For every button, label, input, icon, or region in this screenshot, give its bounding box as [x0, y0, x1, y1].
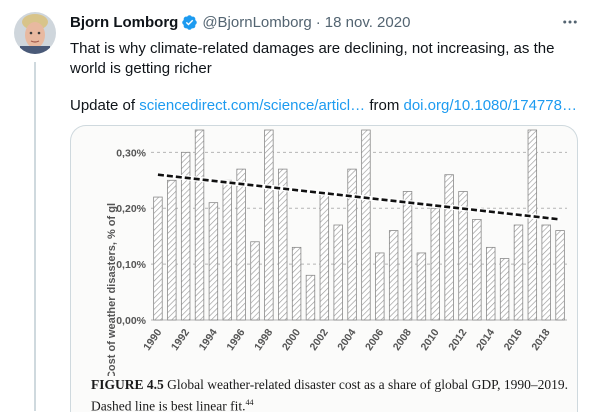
bar-1999	[278, 169, 287, 320]
caption-ref: 44	[245, 398, 253, 407]
x-tick-label: 1994	[197, 327, 220, 353]
tweet-header: Bjorn Lomborg @BjornLomborg · 18 nov. 20…	[70, 14, 558, 31]
tweet-date[interactable]: 18 nov. 2020	[325, 14, 411, 31]
caption-label: FIGURE 4.5	[91, 377, 164, 392]
bar-2000	[292, 247, 301, 320]
update-line: Update of sciencedirect.com/science/arti…	[70, 96, 577, 116]
author-handle[interactable]: @BjornLomborg	[202, 14, 311, 31]
x-tick-label: 2014	[474, 327, 497, 353]
thread-line	[34, 62, 36, 411]
link-separator: from	[369, 97, 399, 114]
y-tick-label: 0,10%	[116, 259, 146, 271]
x-tick-label: 2006	[363, 327, 386, 353]
more-options-icon[interactable]	[560, 12, 580, 32]
x-tick-label: 2018	[529, 327, 552, 353]
bar-2001	[306, 275, 315, 320]
bar-2002	[320, 191, 329, 320]
x-tick-label: 1996	[224, 327, 247, 353]
x-tick-label: 2010	[418, 327, 441, 353]
bar-2017	[528, 130, 537, 320]
bar-2004	[348, 169, 357, 320]
bar-chart: 0,00% 0,10% 0,20% 0,30% 1990 1992 1994 1996 199…	[71, 126, 577, 376]
bar-2013	[473, 219, 482, 320]
bar-1991	[168, 180, 177, 320]
y-axis-label: Cost of weather disasters, % of gl	[106, 203, 118, 376]
bar-1997	[251, 242, 260, 320]
bar-2014	[486, 247, 495, 320]
x-tick-label: 2000	[280, 327, 303, 353]
bar-2005	[362, 130, 371, 320]
x-tick-label: 1998	[252, 327, 275, 353]
x-tick-label: 1990	[141, 327, 164, 353]
bar-2018	[542, 225, 551, 320]
y-tick-label: 0,00%	[116, 315, 146, 327]
separator-dot: ·	[316, 14, 321, 31]
x-tick-label: 2012	[446, 327, 469, 353]
link-sciencedirect[interactable]: sciencedirect.com/science/articl…	[139, 97, 365, 114]
avatar-image	[14, 12, 56, 54]
bar-1993	[195, 130, 204, 320]
bar-1990	[154, 197, 163, 320]
bar-2015	[500, 259, 509, 320]
bar-1995	[223, 180, 232, 320]
bar-2010	[431, 208, 440, 320]
x-tick-label: 2016	[502, 327, 525, 353]
x-tick-label: 1992	[169, 327, 192, 353]
bar-2003	[334, 225, 343, 320]
figure-caption: FIGURE 4.5 Global weather-related disast…	[91, 376, 571, 412]
bar-2019	[556, 231, 565, 320]
y-tick-label: 0,30%	[116, 147, 146, 159]
bar-1994	[209, 203, 218, 320]
x-tick-label: 2004	[335, 327, 358, 353]
update-prefix: Update of	[70, 97, 135, 114]
link-doi[interactable]: doi.org/10.1080/174778…	[403, 97, 576, 114]
bar-2007	[389, 231, 398, 320]
bar-2009	[417, 253, 426, 320]
bar-2016	[514, 225, 523, 320]
tweet-text: That is why climate-related damages are …	[70, 39, 570, 79]
x-tick-label: 2002	[308, 327, 331, 353]
author-name[interactable]: Bjorn Lomborg	[70, 14, 178, 31]
y-tick-label: 0,20%	[116, 203, 146, 215]
bar-2011	[445, 175, 454, 320]
bar-2006	[376, 253, 385, 320]
bar-1998	[265, 130, 274, 320]
avatar[interactable]	[14, 12, 56, 54]
bar-1996	[237, 169, 246, 320]
bar-2008	[403, 191, 412, 320]
x-tick-label: 2008	[391, 327, 414, 353]
media-card[interactable]: 0,00% 0,10% 0,20% 0,30% 1990 1992 1994 1996 199…	[70, 125, 578, 412]
verified-badge-icon	[181, 14, 198, 31]
